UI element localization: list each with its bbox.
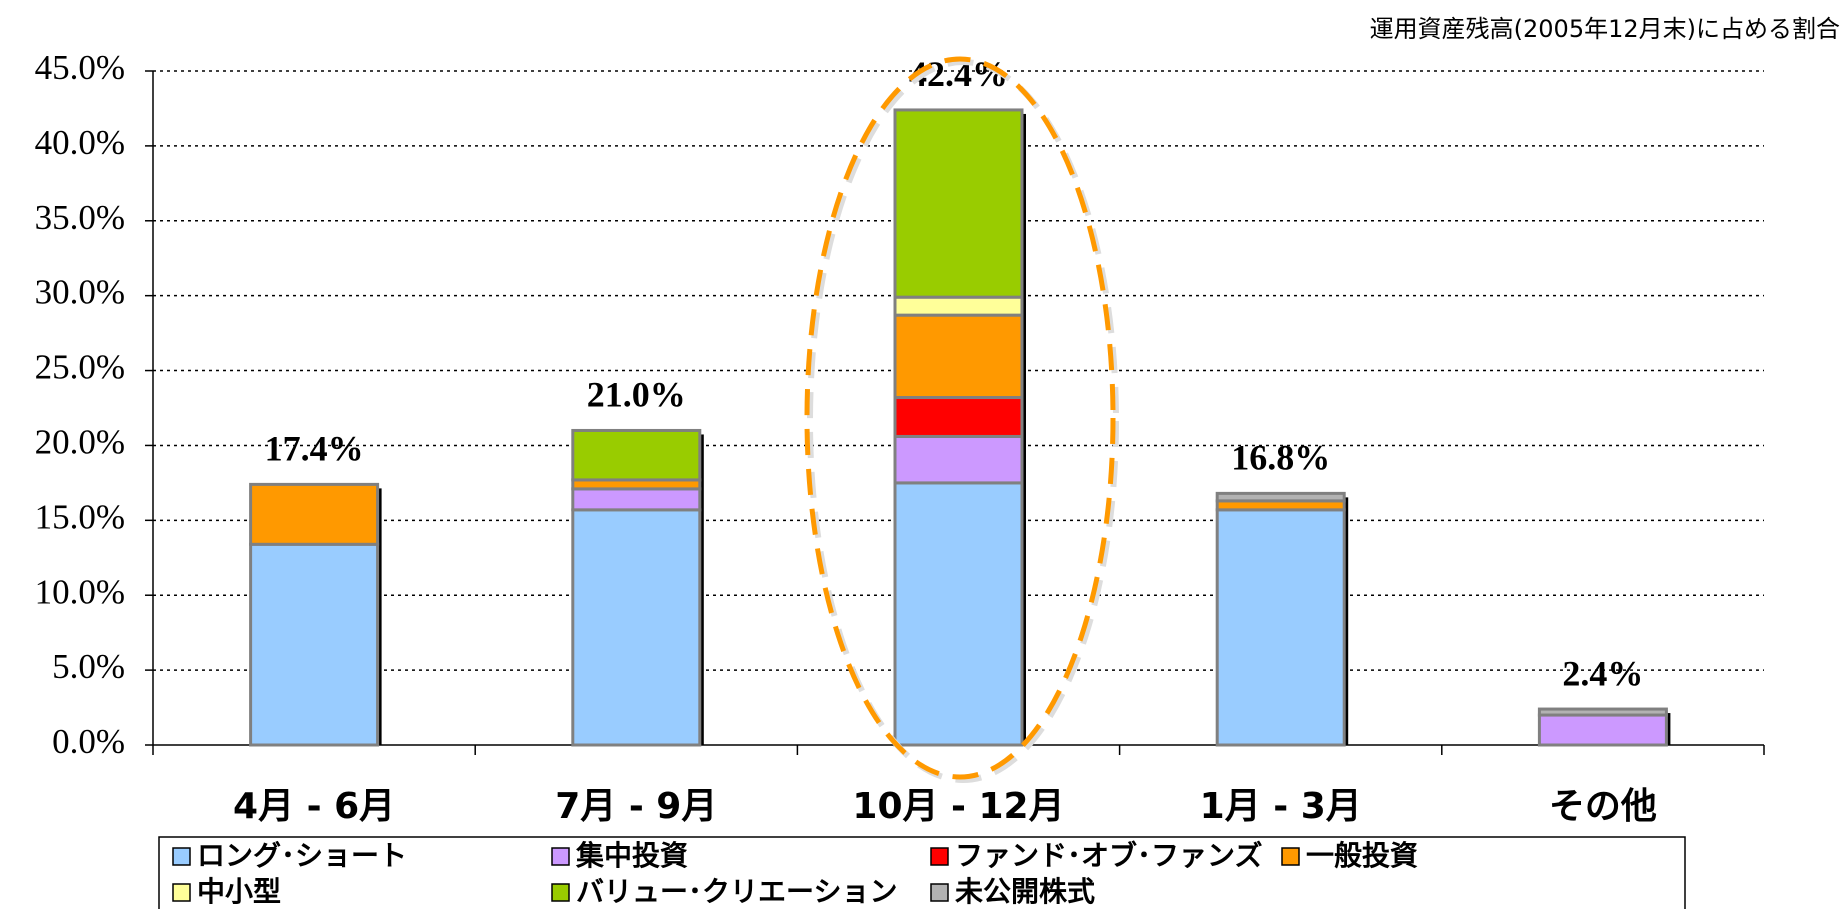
bar-segment: [893, 434, 1024, 485]
legend-label: バリュー･クリエーション: [576, 875, 897, 908]
chart-subtitle: 運用資産残高(2005年12月末)に占める割合: [1370, 15, 1840, 43]
bar-segment: [1215, 508, 1346, 747]
x-tick-label: その他: [1549, 786, 1657, 827]
x-tick-label: 7月 - 9月: [555, 786, 717, 827]
y-tick-label: 30.0%: [35, 273, 125, 312]
bar-segment: [571, 487, 702, 512]
y-tick-label: 20.0%: [35, 422, 125, 461]
y-tick-label: 25.0%: [35, 348, 125, 387]
legend-label: 一般投資: [1306, 839, 1418, 872]
legend-label: ファンド･オブ･ファンズ: [955, 839, 1262, 872]
legend-label: 未公開株式: [955, 875, 1095, 908]
bar-segment: [249, 482, 380, 546]
bar-shadow: [1022, 113, 1026, 746]
bar-shadow: [1344, 497, 1349, 745]
total-label: 16.8%: [1231, 438, 1330, 478]
bar-shadow: [699, 434, 704, 745]
legend-swatch: [930, 883, 949, 902]
y-tick-label: 15.0%: [35, 497, 125, 536]
y-tick-label: 10.0%: [35, 572, 125, 611]
bar-segment: [249, 542, 380, 747]
bar-segment: [1537, 713, 1668, 747]
bar-segment: [893, 295, 1024, 317]
legend-box: [158, 836, 1686, 909]
y-tick-label: 45.0%: [35, 48, 125, 87]
legend-label: ロング･ショート: [197, 839, 407, 872]
legend-swatch: [172, 847, 191, 866]
total-label: 2.4%: [1562, 653, 1643, 693]
legend-label: 中小型: [197, 875, 281, 908]
y-tick-label: 40.0%: [35, 123, 125, 162]
x-tick-label: 1月 - 3月: [1200, 786, 1362, 827]
highlight-ellipse: [807, 59, 1119, 783]
legend-swatch: [551, 883, 570, 902]
bar-shadow: [1666, 713, 1671, 745]
bar-segment: [893, 396, 1024, 438]
total-label: 17.4%: [265, 429, 364, 469]
highlight-ellipse: [804, 56, 1116, 780]
y-tick-label: 5.0%: [52, 647, 125, 686]
legend-swatch: [1281, 847, 1300, 866]
bar-segment: [893, 108, 1024, 299]
legend-swatch: [172, 883, 191, 902]
bar-segment: [1537, 707, 1668, 717]
bar-shadow: [377, 488, 382, 745]
bar-segment: [893, 481, 1024, 747]
x-tick-label: 4月 - 6月: [233, 786, 395, 827]
legend-swatch: [551, 847, 570, 866]
legend-label: 集中投資: [575, 839, 688, 872]
bar-segment: [571, 428, 702, 482]
bar-segment: [893, 313, 1024, 400]
bar-segment: [571, 508, 702, 747]
bar-segment: [1215, 491, 1346, 503]
y-tick-label: 35.0%: [35, 198, 125, 237]
total-label: 21.0%: [587, 375, 686, 415]
legend-swatch: [930, 847, 949, 866]
x-tick-label: 10月 - 12月: [852, 786, 1064, 827]
y-tick-label: 0.0%: [52, 722, 125, 761]
